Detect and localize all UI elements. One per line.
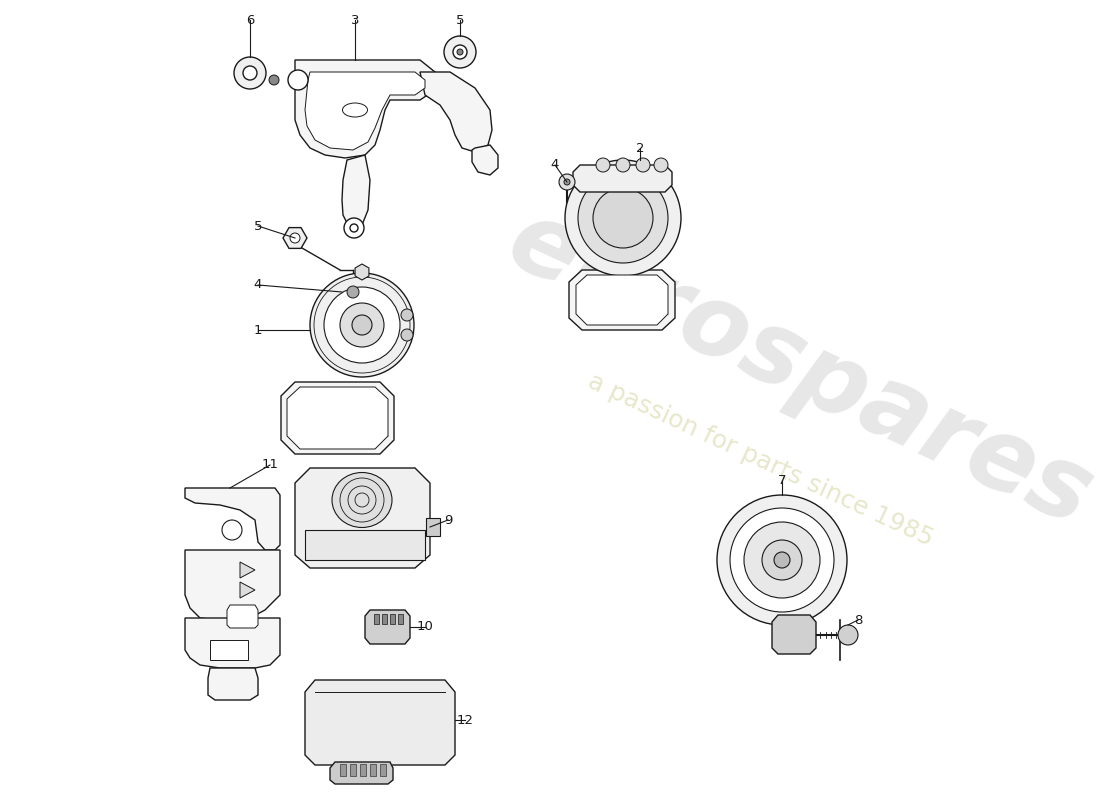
Polygon shape: [365, 610, 410, 644]
Polygon shape: [772, 615, 816, 654]
Circle shape: [636, 158, 650, 172]
Polygon shape: [240, 582, 255, 598]
Text: eurospares: eurospares: [493, 192, 1100, 548]
Text: 4: 4: [551, 158, 559, 171]
Polygon shape: [576, 275, 668, 325]
Polygon shape: [355, 264, 368, 280]
Polygon shape: [420, 72, 492, 152]
Text: 5: 5: [254, 219, 262, 233]
Text: a passion for parts since 1985: a passion for parts since 1985: [583, 369, 936, 551]
Polygon shape: [295, 468, 430, 568]
Text: 5: 5: [455, 14, 464, 26]
Polygon shape: [569, 270, 675, 330]
Text: 3: 3: [351, 14, 360, 26]
Circle shape: [234, 57, 266, 89]
Text: 9: 9: [443, 514, 452, 526]
Polygon shape: [305, 680, 455, 765]
Bar: [382, 614, 387, 624]
Circle shape: [593, 188, 653, 248]
Circle shape: [453, 45, 468, 59]
Bar: [390, 614, 395, 624]
Circle shape: [730, 508, 834, 612]
Circle shape: [222, 520, 242, 540]
Circle shape: [596, 158, 611, 172]
Polygon shape: [295, 60, 434, 158]
Circle shape: [559, 174, 575, 190]
Text: 6: 6: [245, 14, 254, 26]
Text: 1: 1: [254, 323, 262, 337]
Circle shape: [346, 286, 359, 298]
Ellipse shape: [332, 473, 392, 527]
Polygon shape: [472, 145, 498, 175]
Circle shape: [717, 495, 847, 625]
Circle shape: [774, 552, 790, 568]
Circle shape: [243, 66, 257, 80]
Circle shape: [352, 315, 372, 335]
Polygon shape: [305, 72, 425, 150]
Circle shape: [402, 309, 412, 321]
Bar: [426, 518, 440, 536]
Bar: [360, 764, 366, 776]
Circle shape: [838, 625, 858, 645]
Polygon shape: [330, 762, 393, 784]
Polygon shape: [287, 387, 388, 449]
Polygon shape: [185, 488, 280, 550]
Circle shape: [444, 36, 476, 68]
Bar: [370, 764, 376, 776]
Polygon shape: [280, 382, 394, 454]
Bar: [374, 614, 379, 624]
Circle shape: [654, 158, 668, 172]
Circle shape: [578, 173, 668, 263]
Circle shape: [402, 329, 412, 341]
Ellipse shape: [342, 103, 367, 117]
Circle shape: [339, 278, 367, 306]
Circle shape: [288, 70, 308, 90]
Circle shape: [324, 287, 400, 363]
Bar: [379, 764, 386, 776]
Circle shape: [290, 233, 300, 243]
Circle shape: [340, 303, 384, 347]
Polygon shape: [208, 668, 258, 700]
Bar: [398, 614, 403, 624]
Text: 10: 10: [417, 621, 433, 634]
Circle shape: [344, 218, 364, 238]
Polygon shape: [342, 155, 370, 228]
Circle shape: [270, 75, 279, 85]
Text: 2: 2: [636, 142, 645, 154]
Circle shape: [564, 179, 570, 185]
Polygon shape: [227, 605, 258, 628]
Text: 12: 12: [456, 714, 473, 726]
Bar: [350, 764, 356, 776]
Circle shape: [762, 540, 802, 580]
Polygon shape: [185, 550, 280, 620]
Text: 7: 7: [778, 474, 786, 486]
Bar: [340, 764, 346, 776]
Text: 4: 4: [254, 278, 262, 291]
Circle shape: [350, 224, 358, 232]
Circle shape: [456, 49, 463, 55]
Circle shape: [744, 522, 820, 598]
Bar: [305, 530, 425, 560]
Polygon shape: [185, 618, 280, 668]
Polygon shape: [240, 562, 255, 578]
Polygon shape: [283, 228, 307, 248]
Polygon shape: [573, 165, 672, 192]
Circle shape: [616, 158, 630, 172]
Text: 8: 8: [854, 614, 862, 626]
Circle shape: [310, 273, 414, 377]
Bar: [210, 640, 248, 660]
Circle shape: [565, 160, 681, 276]
Text: 11: 11: [262, 458, 278, 471]
